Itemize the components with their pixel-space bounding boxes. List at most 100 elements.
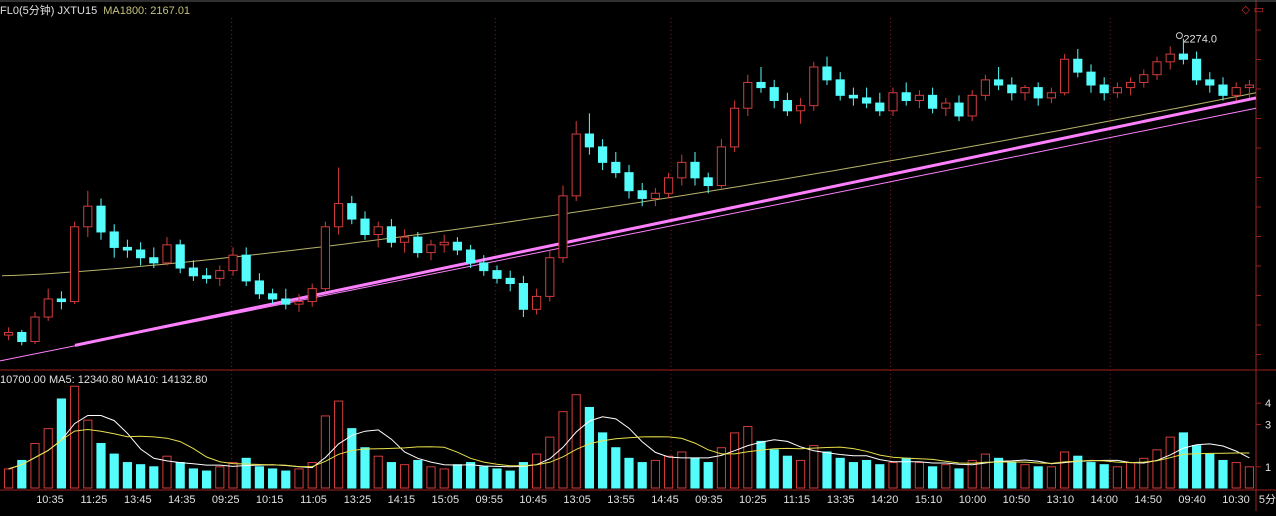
period-tab[interactable]: 5分 xyxy=(1258,494,1276,506)
volume-bar xyxy=(690,457,700,489)
volume-bar xyxy=(1178,432,1188,489)
candle xyxy=(1046,87,1056,104)
high-marker xyxy=(1175,32,1183,40)
x-tick-label: 09:35 xyxy=(695,494,723,506)
candle-body xyxy=(281,298,291,305)
candle xyxy=(96,198,106,240)
candle-body xyxy=(1244,84,1254,89)
candle xyxy=(505,270,515,292)
candle-body xyxy=(122,246,132,251)
x-tick-label: 13:05 xyxy=(563,494,591,506)
x-tick-label: 09:40 xyxy=(1178,494,1206,506)
candle xyxy=(875,92,885,116)
candle-body xyxy=(980,79,990,96)
candle-body xyxy=(967,94,977,117)
candle-body xyxy=(571,133,581,197)
candle-body xyxy=(703,177,713,187)
candle-body xyxy=(650,192,660,199)
candle-body xyxy=(532,295,542,310)
high-annotation: 2274.0 xyxy=(1183,34,1217,46)
candle xyxy=(281,288,291,310)
x-tick-label: 14:00 xyxy=(1090,494,1118,506)
candle-body xyxy=(202,275,212,279)
candle xyxy=(1178,38,1188,65)
volume-bar xyxy=(109,453,119,489)
candle-body xyxy=(928,94,938,109)
candle xyxy=(637,182,647,207)
candle xyxy=(518,275,528,318)
volume-bar xyxy=(1073,455,1083,489)
candle xyxy=(545,250,555,302)
volume-bar xyxy=(967,459,977,489)
candle xyxy=(109,224,119,258)
candle-body xyxy=(901,92,911,101)
volume-y-label: 3 xyxy=(1265,419,1271,431)
candle xyxy=(479,255,489,276)
volume-bar xyxy=(901,457,911,489)
volume-bar xyxy=(136,464,146,489)
volume-y-label: 1 xyxy=(1265,462,1271,474)
candle-body xyxy=(954,102,964,117)
volume-bar xyxy=(994,457,1004,489)
volume-bar xyxy=(426,466,436,489)
candle xyxy=(1086,64,1096,93)
x-tick-label: 10:35 xyxy=(36,494,64,506)
diamond-icon[interactable]: ◇ xyxy=(1241,4,1250,16)
candle xyxy=(1192,51,1202,86)
volume-bar xyxy=(83,419,93,489)
candle xyxy=(914,90,924,109)
candle xyxy=(756,66,766,93)
candle-body xyxy=(1178,53,1188,60)
candle-body xyxy=(1086,71,1096,86)
candle xyxy=(782,92,792,116)
x-tick-label: 10:30 xyxy=(1222,494,1250,506)
candle-body xyxy=(1152,61,1162,76)
candle-body xyxy=(769,87,779,101)
volume-bar xyxy=(571,394,581,489)
candle xyxy=(822,56,832,86)
candle xyxy=(809,61,819,111)
candle-body xyxy=(228,254,238,272)
candle-body xyxy=(584,133,594,148)
candle-body xyxy=(848,94,858,99)
candle xyxy=(1244,79,1254,98)
candle-body xyxy=(149,257,159,264)
candle xyxy=(941,97,951,116)
candle xyxy=(994,66,1004,91)
volume-bar xyxy=(782,455,792,489)
ma10-value: 14132.80 xyxy=(161,374,208,386)
candle xyxy=(426,239,436,261)
volume-bar xyxy=(149,466,159,489)
volume-bar xyxy=(254,466,264,489)
candle xyxy=(967,90,977,122)
volume-bar xyxy=(347,428,357,489)
candle xyxy=(677,154,687,186)
candle-body xyxy=(1060,58,1070,94)
volume-bar xyxy=(875,464,885,489)
candle-body xyxy=(809,66,819,107)
volume-bar xyxy=(914,462,924,489)
candle xyxy=(980,74,990,101)
candle-body xyxy=(822,66,832,81)
candle xyxy=(1033,82,1043,106)
x-tick-label: 09:55 xyxy=(475,494,503,506)
candle xyxy=(30,311,40,345)
candle xyxy=(901,82,911,106)
ma1800-label: MA1800: 2167.01 xyxy=(103,5,191,17)
x-tick-label: 09:25 xyxy=(212,494,240,506)
x-tick-label: 10:25 xyxy=(739,494,767,506)
candle xyxy=(386,219,396,248)
candle xyxy=(716,139,726,189)
candle-body xyxy=(914,94,924,101)
volume-bar xyxy=(228,462,238,489)
restore-icon[interactable]: ▭ xyxy=(1253,4,1264,16)
volume-bar xyxy=(439,468,449,489)
candle xyxy=(532,288,542,315)
candle xyxy=(1165,46,1175,70)
volume-bar xyxy=(1060,451,1070,489)
candle-body xyxy=(677,161,687,179)
volume-bar xyxy=(96,442,106,489)
